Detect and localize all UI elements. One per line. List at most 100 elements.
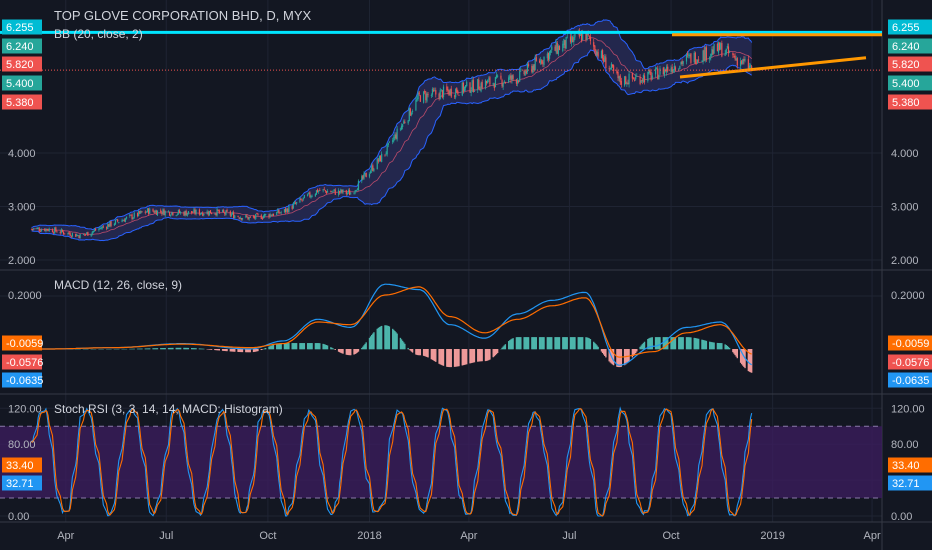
candle-body: [146, 208, 149, 213]
macd-histogram-bar: [394, 331, 396, 350]
candle-body: [318, 190, 320, 192]
macd-histogram-bar: [546, 337, 549, 350]
candle-body: [595, 51, 597, 56]
candle-body: [175, 215, 177, 217]
candle-body: [525, 71, 527, 74]
macd-histogram-bar: [682, 337, 684, 350]
macd-histogram-bar: [672, 337, 674, 350]
candle-body: [717, 42, 720, 53]
macd-histogram-bar: [226, 349, 228, 352]
macd-histogram-bar: [167, 347, 170, 350]
stoch-panel: [0, 406, 882, 517]
macd-histogram-bar: [543, 337, 545, 350]
candle-body: [202, 212, 204, 216]
candle-body: [153, 211, 155, 213]
stoch-legend[interactable]: Stoch RSI (3, 3, 14, 14, MACD: Histogram…: [54, 402, 283, 416]
macd-histogram-bar: [662, 337, 665, 350]
candle-body: [331, 191, 333, 193]
stoch-badge: [888, 475, 932, 491]
macd-histogram-bar: [587, 337, 589, 350]
macd-histogram-bar: [340, 349, 342, 353]
macd-histogram-bar: [489, 349, 491, 360]
macd-histogram-bar: [248, 349, 250, 353]
macd-histogram-bar: [144, 348, 147, 350]
macd-histogram-bar: [237, 349, 239, 352]
price-badge: [888, 75, 932, 91]
candle-body: [427, 94, 429, 96]
candle-body: [118, 222, 120, 223]
macd-histogram-bar: [365, 342, 367, 350]
candle-body: [263, 213, 266, 217]
macd-histogram-bar: [556, 337, 558, 350]
candle-body: [217, 209, 219, 211]
candle-body: [136, 212, 139, 217]
candle-body: [265, 214, 267, 215]
candle-body: [726, 46, 728, 48]
macd-histogram-bar: [330, 347, 332, 350]
macd-histogram-bar: [472, 349, 475, 363]
macd-histogram-bar: [136, 348, 139, 350]
candle-body: [54, 227, 56, 234]
price-badge: [2, 38, 42, 54]
candle-body: [495, 75, 498, 78]
candle-body: [339, 191, 341, 193]
candle-body: [585, 31, 587, 41]
candle-body: [523, 70, 525, 75]
candle-body: [613, 65, 615, 71]
macd-histogram-bar: [678, 337, 680, 350]
candle-body: [176, 213, 178, 215]
macd-histogram-bar: [215, 349, 217, 351]
macd-histogram-bar: [703, 340, 705, 350]
macd-histogram-bar: [438, 349, 440, 364]
candle-body: [256, 213, 258, 215]
macd-histogram-bar: [441, 349, 444, 366]
drawings[interactable]: [0, 30, 882, 79]
candle-body: [192, 212, 194, 214]
macd-histogram-bar: [618, 349, 620, 368]
macd-histogram-bar: [477, 349, 479, 362]
macd-histogram-bar: [573, 337, 575, 350]
stoch-badge-text: 32.71: [6, 478, 34, 490]
candle-body: [187, 211, 189, 214]
stoch-badge-text: 32.71: [892, 478, 920, 490]
bb-legend[interactable]: BB (20, close, 2): [54, 27, 143, 41]
candle-body: [674, 67, 677, 70]
candle-body: [424, 90, 426, 93]
macd-histogram-bar: [208, 349, 211, 350]
macd-histogram-bar: [631, 349, 634, 358]
candle-body: [548, 51, 551, 59]
candle-body: [543, 56, 545, 65]
candle-body: [603, 57, 605, 62]
candle-body: [315, 190, 318, 195]
candle-body: [322, 189, 324, 191]
price-badge: [888, 19, 932, 35]
candle-body: [573, 37, 575, 42]
macd-histogram-bar: [292, 343, 295, 350]
candle-body: [396, 128, 398, 140]
candle-body: [550, 50, 552, 53]
macd-histogram-bar: [280, 343, 282, 350]
macd-histogram-bar: [742, 349, 744, 366]
candle-body: [487, 80, 489, 84]
candle-body: [373, 169, 375, 171]
macd-histogram-bar: [149, 348, 151, 350]
macd-histogram-bar: [665, 337, 668, 350]
candle-body: [479, 89, 481, 91]
macd-histogram-bar: [384, 325, 386, 350]
candle-body: [141, 211, 143, 213]
candle-body: [372, 165, 374, 171]
candle-body: [124, 218, 127, 222]
macd-histogram-bar: [492, 349, 494, 358]
macd-histogram-bar: [454, 349, 457, 367]
candle-body: [524, 70, 526, 76]
macd-histogram-bar: [710, 341, 712, 350]
macd-histogram-bar: [641, 344, 644, 350]
candle-body: [33, 228, 35, 230]
candle-body: [439, 90, 441, 100]
macd-histogram-bar: [604, 349, 606, 356]
macd-histogram-bar: [372, 333, 374, 350]
macd-legend[interactable]: MACD (12, 26, close, 9): [54, 278, 183, 292]
candle-body: [747, 59, 749, 69]
trendline: [679, 56, 867, 79]
